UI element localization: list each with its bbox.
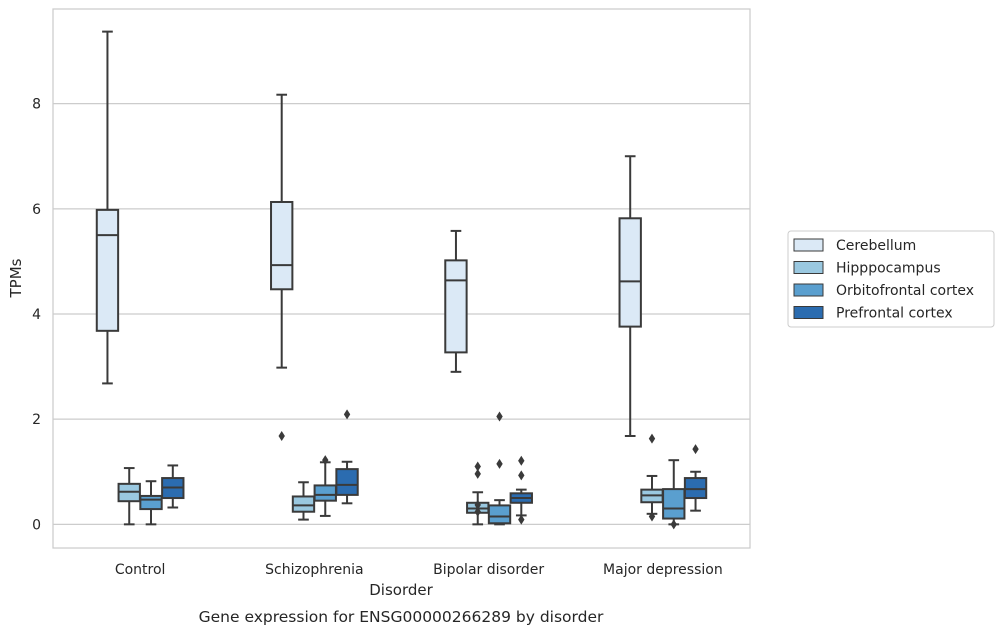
x-axis-title: Disorder (369, 581, 433, 599)
outlier-point (474, 461, 481, 472)
box-iqr (270, 200, 294, 291)
x-tick-label: Major depression (603, 562, 723, 578)
box-orbitofrontal-cortex (487, 411, 512, 526)
outlier-point (496, 458, 503, 469)
x-axis-ticks: Control Schizophrenia Bipolar disorder Majo… (115, 562, 723, 578)
gridlines (53, 103, 750, 525)
legend-swatch (793, 283, 824, 297)
outlier-point (322, 455, 329, 466)
box-hipppocampus (640, 433, 664, 522)
outlier-point (518, 455, 525, 466)
box-cerebellum (95, 30, 120, 385)
y-axis-ticks: 0 2 4 6 8 (32, 97, 41, 534)
y-tick-label: 4 (32, 307, 41, 323)
box-iqr (139, 494, 163, 511)
outlier-point (496, 411, 503, 422)
box-iqr (662, 488, 686, 520)
box-prefrontal-cortex (683, 444, 708, 512)
legend: Cerebellum Hipppocampus Orbitofrontal cort… (787, 230, 995, 328)
outlier-point (670, 519, 677, 530)
outlier-point (518, 470, 525, 481)
legend-items: Cerebellum Hipppocampus Orbitofrontal cort… (793, 238, 974, 322)
legend-label: Cerebellum (836, 238, 916, 254)
y-tick-label: 6 (32, 202, 41, 218)
box-prefrontal-cortex (509, 455, 533, 525)
outlier-point (518, 514, 525, 525)
legend-swatch (793, 261, 824, 274)
outlier-point (474, 499, 481, 510)
box-hipppocampus (291, 481, 316, 521)
box-iqr (487, 504, 512, 525)
outlier-point (474, 468, 481, 479)
outlier-point (474, 506, 481, 517)
box-iqr (444, 259, 468, 354)
plot-area-frame (52, 8, 751, 549)
box-iqr (618, 217, 642, 328)
outlier-point (648, 433, 656, 444)
box-iqr (313, 484, 337, 502)
chart-caption: Gene expression for ENSG00000266289 by d… (199, 608, 604, 626)
box-orbitofrontal-cortex (139, 480, 163, 526)
legend-label: Orbitofrontal cortex (836, 283, 974, 299)
legend-label: Hipppocampus (836, 261, 941, 277)
outlier-point (278, 430, 285, 441)
box-cerebellum (618, 155, 642, 437)
box-hipppocampus (466, 461, 490, 526)
x-tick-label: Schizophrenia (265, 562, 363, 578)
y-tick-label: 2 (32, 412, 41, 428)
box-iqr (683, 477, 708, 500)
box-iqr (291, 495, 316, 513)
box-cerebellum (444, 229, 468, 373)
outlier-point (692, 444, 699, 455)
legend-swatch (793, 306, 824, 319)
box-cerebellum (270, 93, 294, 441)
y-axis-title: TPMs (7, 258, 25, 298)
box-hipppocampus (117, 467, 141, 526)
box-iqr (335, 468, 359, 496)
outlier-point (648, 511, 656, 522)
box-orbitofrontal-cortex (313, 455, 337, 517)
boxes (95, 30, 708, 530)
legend-label: Prefrontal cortex (836, 306, 953, 322)
box-prefrontal-cortex (161, 464, 185, 509)
box-prefrontal-cortex (335, 409, 359, 505)
box-iqr (95, 208, 120, 332)
x-tick-label: Control (115, 562, 166, 578)
x-tick-label: Bipolar disorder (433, 562, 544, 578)
legend-frame (787, 230, 995, 328)
outlier-point (343, 409, 351, 420)
y-tick-label: 8 (32, 97, 41, 113)
legend-swatch (793, 238, 824, 252)
box-orbitofrontal-cortex (662, 459, 686, 530)
y-tick-label: 0 (32, 517, 41, 533)
